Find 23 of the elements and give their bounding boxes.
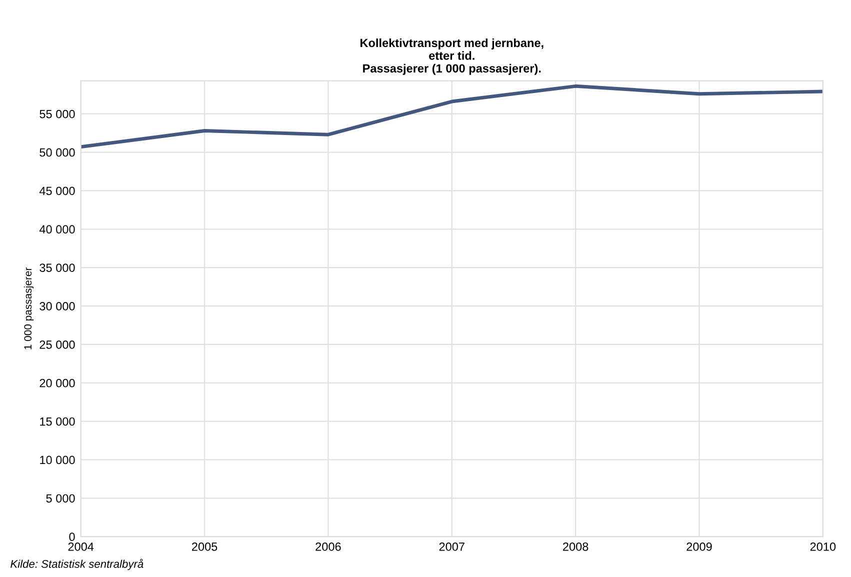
y-tick-label: 0 xyxy=(69,532,75,542)
y-tick-label: 5 000 xyxy=(46,494,75,503)
x-tick-label: 2004 xyxy=(68,542,94,551)
text: Kilde: Statistisk sentralbyrå xyxy=(10,558,144,570)
y-tick-label: 10 000 xyxy=(40,456,75,464)
chart-title: Kollektivtransport med jernbane, etter tid. Passasjerer (1 000 passasjerer). xyxy=(360,38,544,75)
y-tick-label: 35 000 xyxy=(40,264,75,272)
line-series xyxy=(80,84,823,149)
y-tick-label: 40 000 xyxy=(39,225,75,234)
y-tick-label: 30 000 xyxy=(40,302,75,310)
x-tick-label: 2008 xyxy=(563,542,588,551)
y-tick-label: 55 000 xyxy=(40,110,75,118)
y-tick-label: 15 000 xyxy=(40,417,75,426)
y-tick-label: 20 000 xyxy=(40,378,75,388)
x-tick-label: 2006 xyxy=(316,542,341,551)
y-axis-title: 1 000 passasjerer xyxy=(24,267,34,350)
y-tick-label: 45 000 xyxy=(39,186,75,196)
x-tick-label: 2007 xyxy=(439,542,464,551)
y-tick-label: 25 000 xyxy=(40,340,75,349)
x-tick-label: 2010 xyxy=(810,542,836,551)
y-tick-label: 50 000 xyxy=(40,148,75,157)
x-tick-label: 2005 xyxy=(192,542,218,551)
x-tick-label: 2009 xyxy=(686,542,712,551)
